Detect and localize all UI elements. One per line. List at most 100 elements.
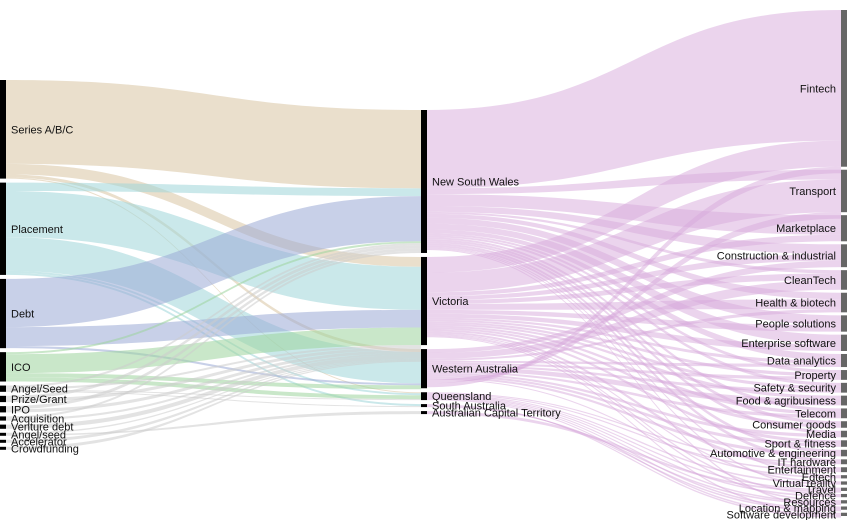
link-wa-to-health	[427, 309, 841, 361]
node-property	[841, 370, 847, 380]
link-nsw-to-telecom	[427, 237, 841, 412]
node-label-south-australia: South Australia	[432, 401, 507, 413]
link-vic-to-sport	[427, 329, 841, 444]
link-acq-to-vic	[6, 352, 421, 421]
link-vic-to-cleantech	[427, 273, 841, 304]
link-vic-to-telecom	[427, 325, 841, 415]
node-transport	[841, 169, 847, 213]
node-construction-industrial	[841, 244, 847, 268]
node-ipo	[0, 406, 6, 413]
link-sa-to-software	[427, 404, 841, 518]
link-nsw-to-people	[427, 217, 841, 326]
link-sa-to-resources	[427, 406, 841, 506]
node-label-travel: Travel	[806, 484, 836, 496]
node-label-virtual-reality: Virtual reality	[773, 478, 837, 490]
link-nsw-to-cleantech	[427, 211, 841, 274]
node-label-debt: Debt	[11, 309, 34, 321]
node-label-australian-capital-territory: Australian Capital Territory	[432, 408, 561, 420]
node-label-ico: ICO	[11, 362, 31, 374]
node-label-edtech: Edtech	[802, 472, 836, 484]
node-label-new-south-wales: New South Wales	[432, 176, 520, 188]
link-nsw-to-auto	[427, 243, 841, 454]
node-acquisition	[0, 416, 6, 421]
node-series-a-b-c	[0, 80, 6, 179]
node-location-mapping	[841, 506, 847, 510]
link-nsw-to-travel	[427, 248, 841, 490]
node-label-health-biotech: Health & biotech	[755, 298, 836, 310]
link-vic-to-entertain	[427, 331, 841, 471]
link-series-to-vic	[6, 163, 421, 267]
node-label-defence: Defence	[795, 491, 836, 503]
node-label-western-australia: Western Australia	[432, 364, 519, 376]
node-label-marketplace: Marketplace	[776, 223, 836, 235]
node-label-cleantech: CleanTech	[784, 275, 836, 287]
link-acq-to-nsw	[6, 251, 421, 419]
node-label-angel-seed: Angel/seed	[11, 429, 66, 441]
node-label-enterprise-software: Enterprise software	[741, 338, 836, 350]
node-label-location-mapping: Location & mapping	[739, 503, 836, 515]
link-nsw-to-construction	[427, 205, 841, 255]
link-vic-to-consumer	[427, 327, 841, 428]
node-label-resources: Resources	[783, 497, 836, 509]
node-label-ipo: IPO	[11, 404, 30, 416]
link-sa-to-location	[427, 405, 841, 512]
node-ico	[0, 352, 6, 382]
link-qld-to-travel	[427, 395, 841, 491]
node-label-series-a-b-c: Series A/B/C	[11, 124, 73, 136]
node-label-acquisition: Acquisition	[11, 414, 64, 426]
node-placement	[0, 182, 6, 275]
node-label-venture-debt: Venture debt	[11, 422, 73, 434]
link-nsw-to-transport	[427, 169, 841, 195]
link-vic-to-safety	[427, 321, 841, 390]
link-accel-to-vic	[6, 359, 421, 443]
node-fintech	[841, 10, 847, 167]
node-label-queensland: Queensland	[432, 391, 491, 403]
link-debt-to-wa	[6, 346, 421, 386]
node-label-fintech: Fintech	[800, 83, 836, 95]
node-resources	[841, 500, 847, 504]
link-vdebt-to-vic	[6, 354, 421, 429]
node-media	[841, 430, 847, 438]
node-western-australia	[421, 349, 427, 389]
link-wa-to-media	[427, 372, 841, 438]
node-edtech	[841, 475, 847, 479]
labels-layer: Series A/B/CPlacementDebtICOAngel/SeedPr…	[11, 83, 837, 520]
link-ico-to-vic	[6, 327, 421, 374]
link-wa-to-fintech	[427, 166, 841, 388]
link-nsw-to-media	[427, 241, 841, 435]
link-ipo-to-vic	[6, 349, 421, 413]
link-nsw-to-consumer	[427, 239, 841, 425]
link-act-to-travel	[427, 411, 841, 493]
node-travel	[841, 487, 847, 491]
node-angel-seed	[0, 432, 6, 436]
link-nsw-to-it	[427, 245, 841, 463]
node-it-hardware	[841, 459, 847, 465]
link-ipo-to-nsw	[6, 248, 421, 410]
link-placement-to-nsw	[6, 182, 421, 197]
node-crowdfunding	[0, 446, 6, 450]
node-label-angel-seed: Angel/Seed	[11, 384, 68, 396]
node-enterprise-software	[841, 334, 847, 351]
link-qld-to-vr	[427, 394, 841, 485]
node-angel-seed	[0, 385, 6, 392]
link-nsw-to-fintech	[427, 10, 841, 189]
link-angel-to-vic	[6, 345, 421, 390]
node-health-biotech	[841, 292, 847, 313]
node-prize-grant	[0, 395, 6, 403]
node-label-crowdfunding: Crowdfunding	[11, 443, 79, 455]
left-links-layer	[6, 80, 421, 450]
link-wa-to-telecom	[427, 370, 841, 419]
link-vic-to-marketplace	[427, 234, 841, 297]
node-people-solutions	[841, 315, 847, 332]
link-vic-to-vr	[427, 333, 841, 484]
node-label-victoria: Victoria	[432, 296, 469, 308]
node-australian-capital-territory	[421, 411, 427, 415]
node-label-property: Property	[794, 370, 836, 382]
node-label-people-solutions: People solutions	[755, 318, 836, 330]
link-prize-to-vic	[6, 347, 421, 403]
node-data-analytics	[841, 353, 847, 368]
node-label-construction-industrial: Construction & industrial	[717, 251, 836, 263]
node-label-food-agribusiness: Food & agribusiness	[736, 396, 837, 408]
node-label-prize-grant: Prize/Grant	[11, 394, 67, 406]
